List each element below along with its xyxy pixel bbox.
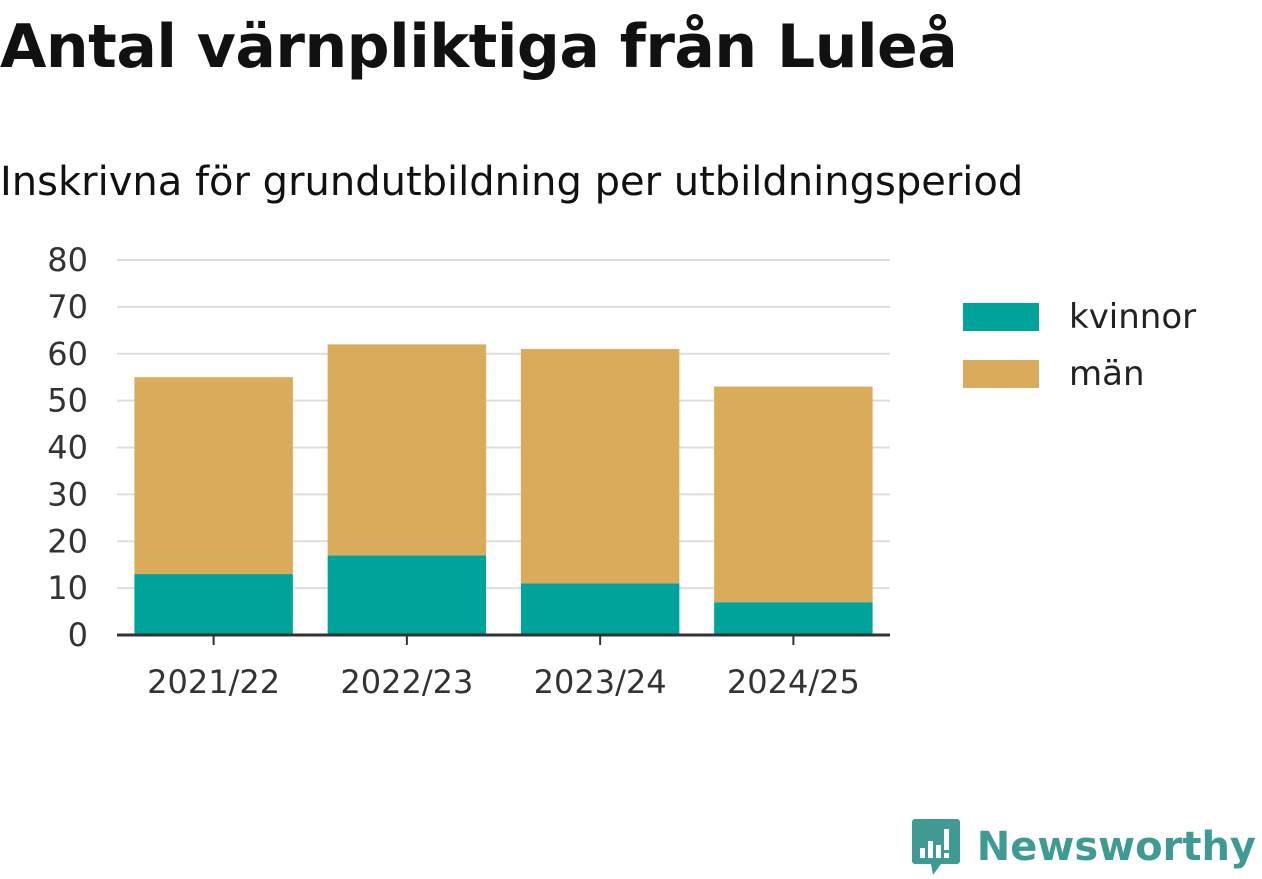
tick-labels: 0 10 20 30 40 50 60 70 80 2021/22 2022/23 2023/24 20…: [47, 241, 860, 701]
y-tick-label: 40: [47, 429, 88, 467]
x-tick-label: 2021/22: [147, 663, 280, 701]
bar-kvinnor-2021/22: [134, 574, 293, 635]
legend: kvinnor män: [963, 296, 1196, 410]
y-tick-label: 80: [47, 241, 88, 279]
legend-item: kvinnor: [963, 296, 1196, 338]
legend-swatch: [963, 303, 1039, 331]
newsworthy-logo-icon: [911, 819, 960, 875]
y-tick-label: 10: [47, 569, 88, 607]
y-tick-label: 50: [47, 382, 88, 420]
bar-kvinnor-2022/23: [327, 555, 487, 635]
x-tick-label: 2022/23: [340, 663, 473, 701]
y-tick-label: 0: [68, 616, 88, 654]
bar-män-2024/25: [714, 386, 873, 603]
legend-label: kvinnor: [1069, 297, 1197, 337]
brand-name: Newsworthy: [976, 824, 1256, 870]
bar-män-2023/24: [520, 349, 680, 584]
bar-kvinnor-2023/24: [520, 583, 680, 635]
chart-subtitle: Inskrivna för grundutbildning per utbild…: [0, 159, 1024, 205]
legend-swatch: [963, 360, 1039, 388]
x-tick-label: 2024/25: [727, 663, 860, 701]
y-tick-label: 60: [47, 335, 88, 373]
bar-kvinnor-2024/25: [714, 602, 873, 635]
y-tick-label: 30: [47, 475, 88, 513]
bar-män-2021/22: [134, 377, 293, 575]
chart-title: Antal värnpliktiga från Luleå: [0, 12, 958, 82]
bars: [134, 344, 873, 635]
brand: Newsworthy: [911, 817, 1256, 877]
legend-label: män: [1069, 354, 1145, 394]
legend-item: män: [963, 353, 1196, 395]
x-tick-label: 2023/24: [534, 663, 667, 701]
bar-män-2022/23: [327, 344, 487, 556]
y-tick-label: 20: [47, 522, 88, 560]
axes: [117, 633, 890, 645]
y-tick-label: 70: [47, 288, 88, 326]
